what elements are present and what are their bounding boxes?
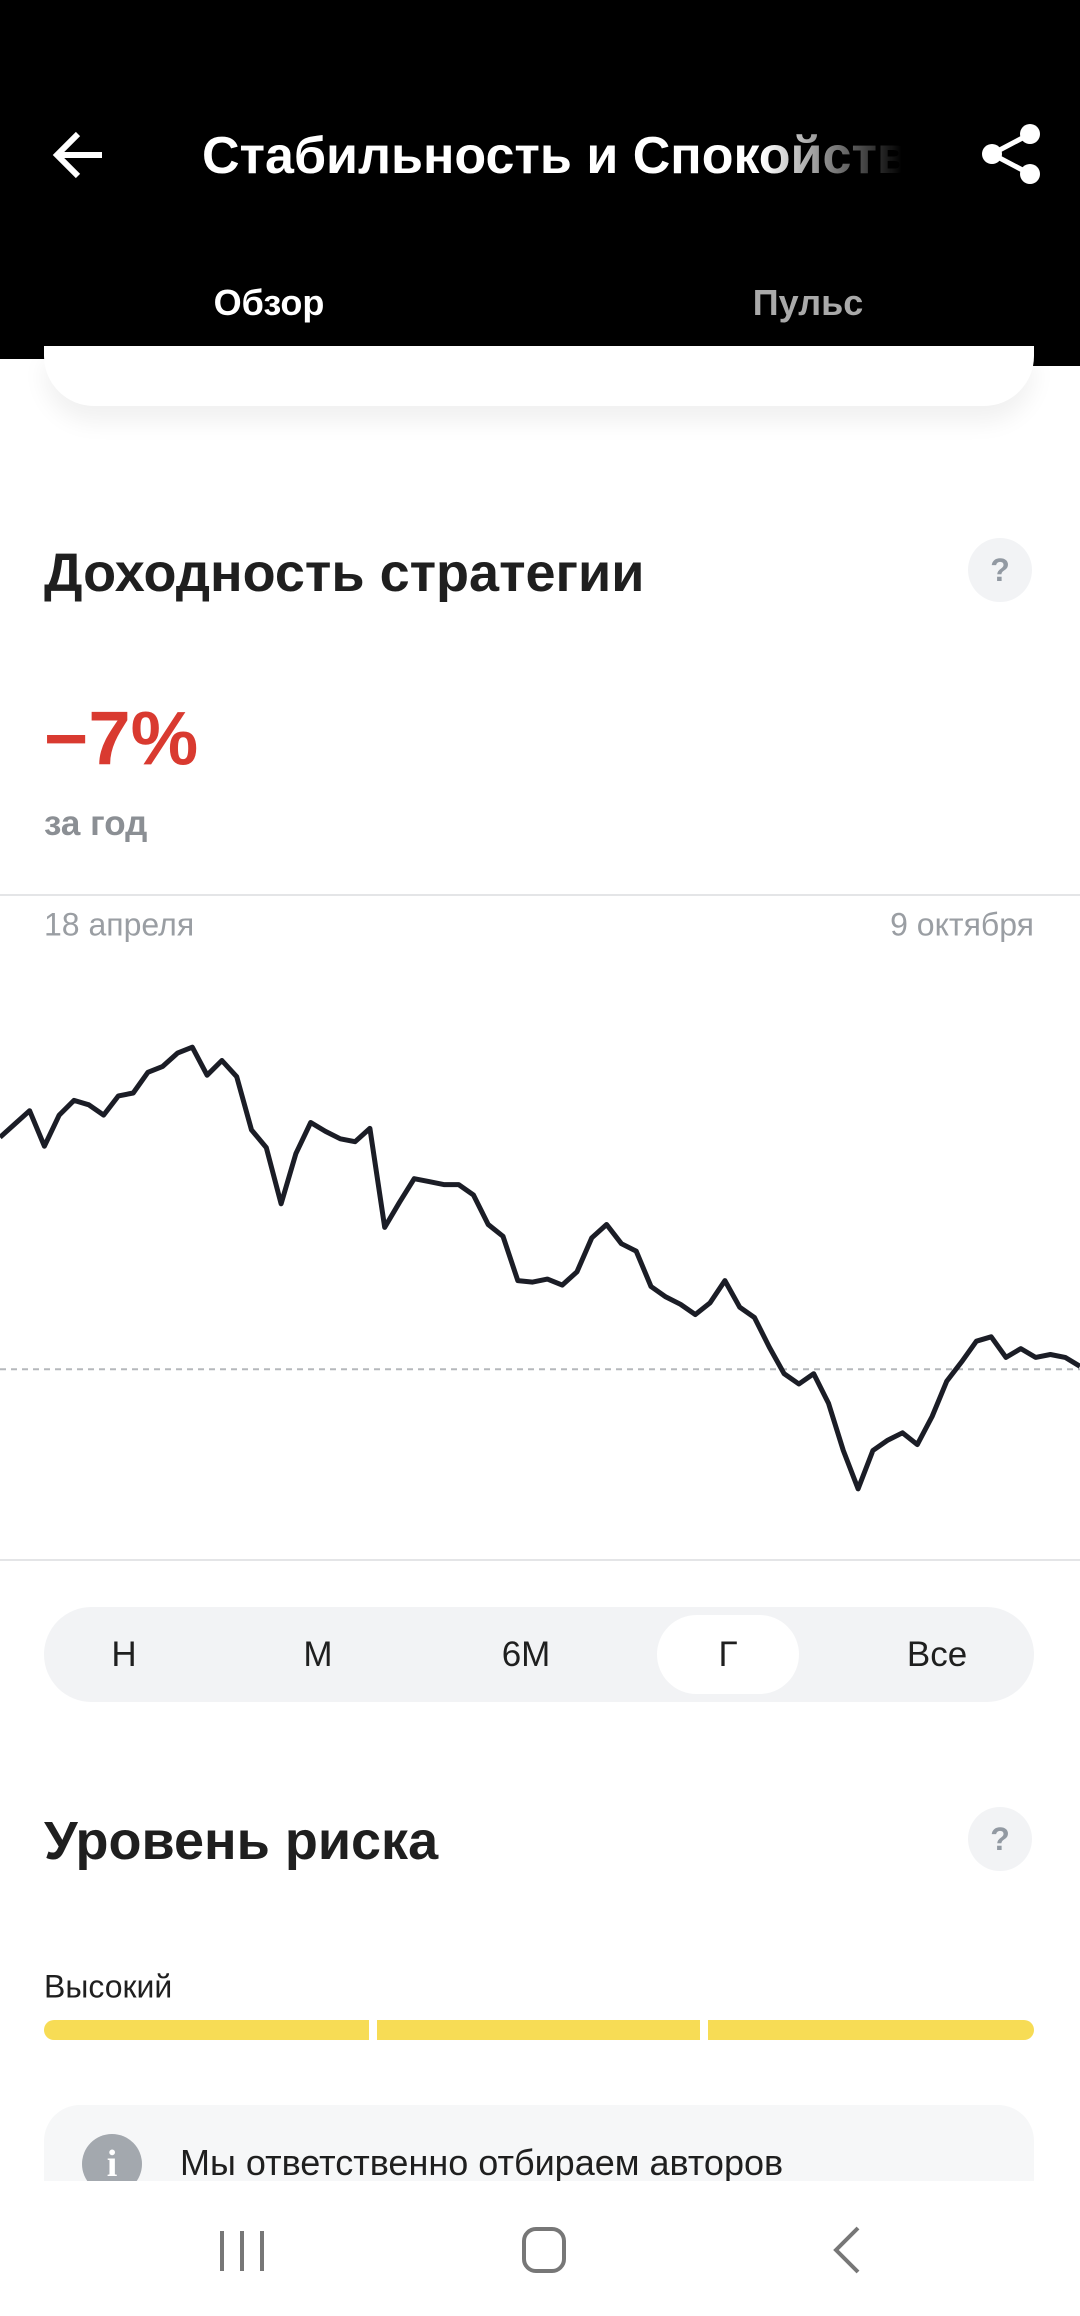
period-button[interactable]: Все — [906, 1635, 968, 1674]
chart — [0, 1044, 1080, 1492]
risk-level: Высокий — [44, 1968, 173, 2005]
help-button[interactable]: ? — [968, 538, 1032, 602]
date-end: 9 октября — [890, 906, 1034, 943]
share-button[interactable] — [980, 122, 1044, 186]
period-button[interactable]: М — [303, 1635, 333, 1674]
nav-icons — [220, 2226, 860, 2274]
back[interactable] — [833, 2226, 860, 2274]
recent-apps[interactable] — [220, 2231, 264, 2271]
risk-bar — [44, 2020, 369, 2040]
date-start: 18 апреля — [44, 906, 195, 943]
period-selector — [44, 1607, 1034, 1702]
risk-bar — [708, 2020, 1034, 2040]
tab-pulse[interactable]: Пульс — [752, 282, 864, 323]
section-title: Доходность стратегии — [44, 543, 645, 603]
risk-bar — [377, 2020, 700, 2040]
back-button[interactable] — [52, 128, 106, 182]
period-selected — [657, 1615, 799, 1694]
header — [0, 0, 1080, 366]
home[interactable] — [522, 2227, 566, 2273]
separator — [0, 894, 1080, 896]
return-period: за год — [44, 804, 148, 843]
info-text: Мы ответственно отбираем авторов — [180, 2142, 784, 2183]
card-bottom — [44, 346, 1034, 406]
separator — [0, 1559, 1080, 1561]
tab-overview[interactable]: Обзор — [213, 282, 325, 323]
period-button[interactable]: Г — [718, 1635, 738, 1674]
help-button[interactable]: ? — [968, 1807, 1032, 1871]
page-title: Стабильность и Спокойствие — [202, 127, 902, 185]
period-button[interactable]: 6М — [501, 1635, 551, 1674]
return-value: −7% — [44, 696, 199, 782]
period-button[interactable]: Н — [111, 1635, 137, 1674]
section-title: Уровень риска — [44, 1811, 439, 1871]
nav-bar — [0, 2181, 1080, 2316]
line — [0, 1044, 1080, 1492]
